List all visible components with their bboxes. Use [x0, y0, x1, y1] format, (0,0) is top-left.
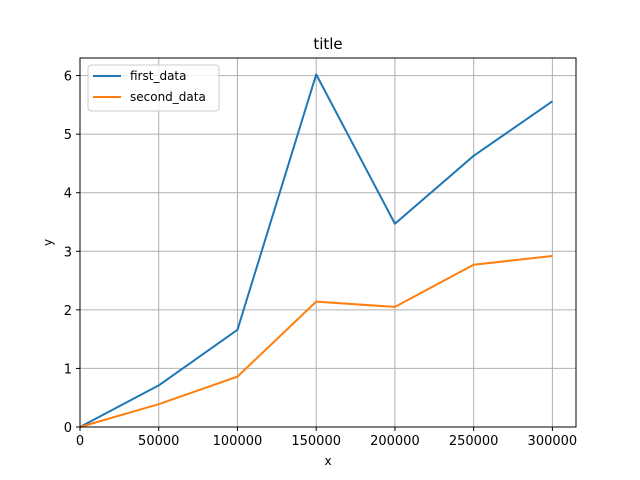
x-tick-label: 200000	[370, 434, 420, 449]
chart-title: title	[313, 35, 342, 53]
plot-area	[80, 58, 576, 427]
x-axis-label: x	[324, 454, 331, 468]
series-line-second-data	[79, 254, 553, 428]
x-tick-label: 300000	[528, 434, 578, 449]
series-layer	[79, 73, 553, 428]
x-tick-label: 0	[76, 434, 84, 449]
axis-layer: 0 50000 100000 150000 200000 250000 300000 0 1 2 3…	[64, 70, 577, 449]
plot-frame	[79, 57, 577, 428]
x-tick-label: 50000	[138, 434, 179, 449]
y-tick-label: 2	[64, 304, 72, 319]
legend-label-second-data: second_data	[130, 90, 206, 104]
y-tick-label: 3	[64, 245, 72, 260]
y-tick-label: 5	[64, 128, 72, 143]
legend: first_data second_data	[87, 64, 220, 112]
series-line-first-data	[79, 73, 553, 428]
x-tick-label: 100000	[213, 434, 263, 449]
y-tick-label: 1	[64, 362, 72, 377]
y-axis-label: y	[41, 239, 55, 246]
y-tick-label: 4	[64, 187, 72, 202]
x-tick-label: 150000	[291, 434, 341, 449]
legend-label-first-data: first_data	[130, 69, 186, 83]
x-tick-label: 250000	[449, 434, 499, 449]
y-tick-label: 0	[64, 421, 72, 436]
y-tick-label: 6	[64, 70, 72, 85]
